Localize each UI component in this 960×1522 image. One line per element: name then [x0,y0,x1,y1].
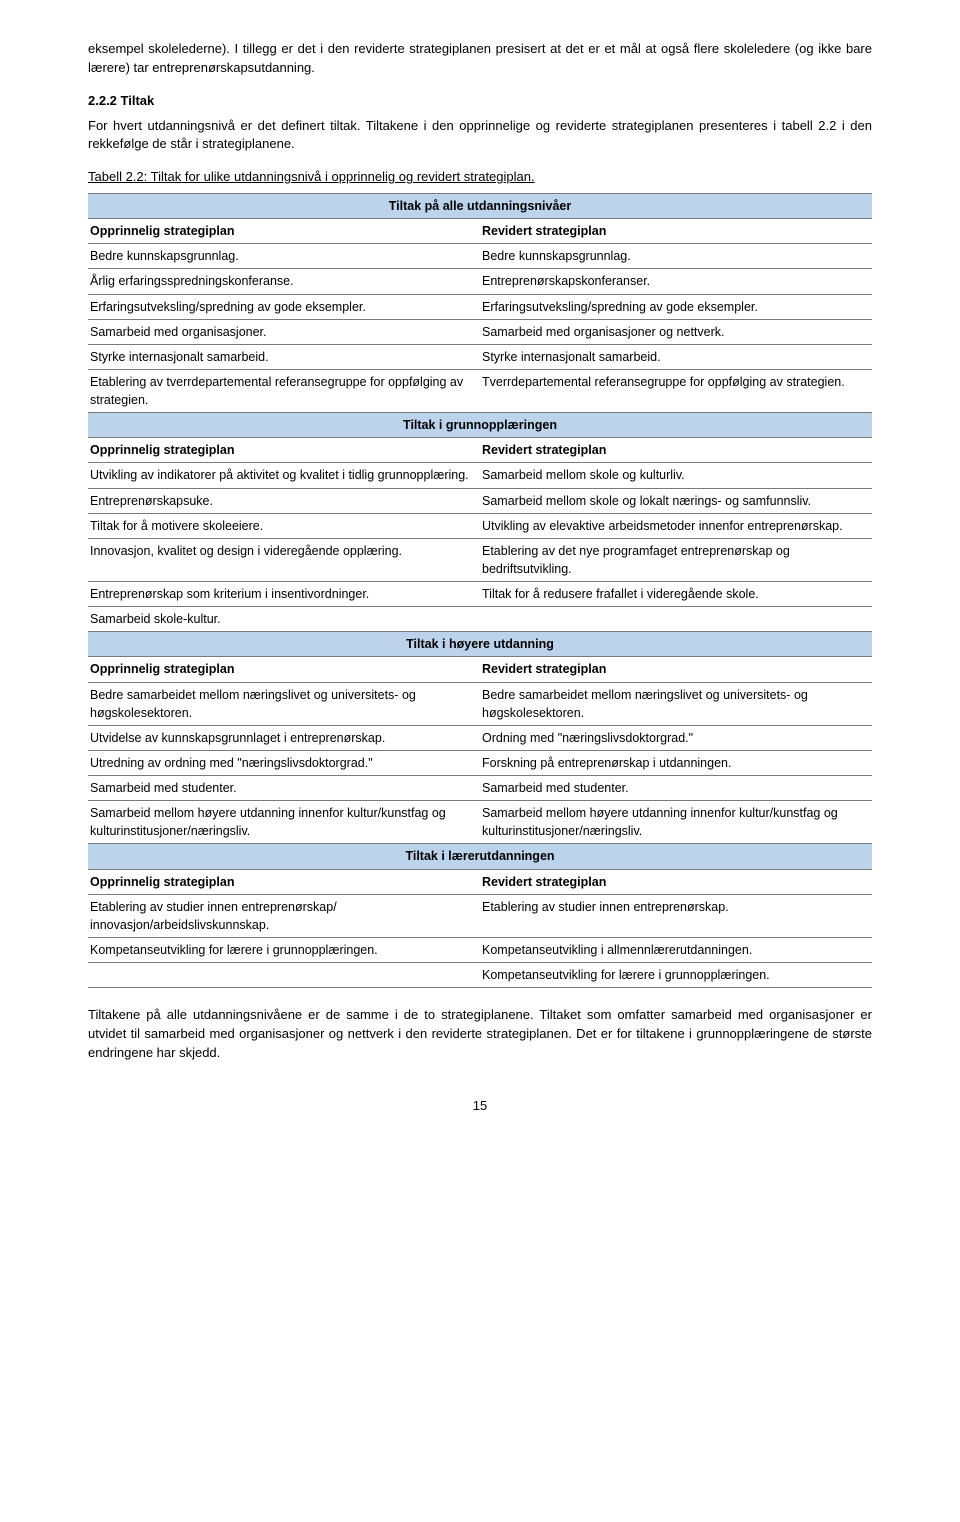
table-cell: Samarbeid mellom høyere utdanning innenf… [480,801,872,844]
table-row: Samarbeid med organisasjoner.Samarbeid m… [88,319,872,344]
table-row: Kompetanseutvikling for lærere i grunnop… [88,937,872,962]
table-section-title: Tiltak i høyere utdanning [88,632,872,657]
table-cell: Tiltak for å motivere skoleeiere. [88,513,480,538]
table-cell: Entreprenørskapsuke. [88,488,480,513]
table-cell: Utredning av ordning med "næringslivsdok… [88,750,480,775]
closing-paragraph: Tiltakene på alle utdanningsnivåene er d… [88,1006,872,1063]
page-number: 15 [88,1097,872,1116]
table-cell: Samarbeid skole-kultur. [88,607,480,632]
table-row: Samarbeid mellom høyere utdanning innenf… [88,801,872,844]
table-row: Entreprenørskapsuke.Samarbeid mellom sko… [88,488,872,513]
table-row: Samarbeid med studenter.Samarbeid med st… [88,776,872,801]
table-row: Etablering av studier innen entreprenørs… [88,894,872,937]
table-cell: Bedre kunnskapsgrunnlag. [88,244,480,269]
table-header-cell: Revidert strategiplan [480,438,872,463]
table-header-row: Opprinnelig strategiplanRevidert strateg… [88,219,872,244]
table-caption: Tabell 2.2: Tiltak for ulike utdanningsn… [88,168,872,187]
table-cell: Etablering av tverrdepartemental referan… [88,369,480,412]
section-heading: 2.2.2 Tiltak [88,92,872,111]
table-cell: Ordning med "næringslivsdoktorgrad." [480,725,872,750]
table-cell: Utvikling av elevaktive arbeidsmetoder i… [480,513,872,538]
table-header-cell: Opprinnelig strategiplan [88,657,480,682]
table-cell: Etablering av studier innen entreprenørs… [480,894,872,937]
table-header-cell: Revidert strategiplan [480,869,872,894]
table-row: Årlig erfaringsspredningskonferanse.Entr… [88,269,872,294]
table-row: Bedre kunnskapsgrunnlag.Bedre kunnskapsg… [88,244,872,269]
table-header-row: Opprinnelig strategiplanRevidert strateg… [88,657,872,682]
table-cell: Årlig erfaringsspredningskonferanse. [88,269,480,294]
table-cell: Tiltak for å redusere frafallet i videre… [480,582,872,607]
table-section-title: Tiltak på alle utdanningsnivåer [88,194,872,219]
table-row: Entreprenørskap som kriterium i insentiv… [88,582,872,607]
table-row: Tiltak for å motivere skoleeiere.Utvikli… [88,513,872,538]
table-header-cell: Opprinnelig strategiplan [88,438,480,463]
table-cell: Entreprenørskap som kriterium i insentiv… [88,582,480,607]
table-cell [88,963,480,988]
table-row: Styrke internasjonalt samarbeid.Styrke i… [88,344,872,369]
table-cell: Kompetanseutvikling for lærere i grunnop… [88,937,480,962]
table-header-row: Opprinnelig strategiplanRevidert strateg… [88,438,872,463]
table-header-row: Opprinnelig strategiplanRevidert strateg… [88,869,872,894]
table-row: Utredning av ordning med "næringslivsdok… [88,750,872,775]
table-row: Etablering av tverrdepartemental referan… [88,369,872,412]
table-cell: Kompetanseutvikling for lærere i grunnop… [480,963,872,988]
table-header-cell: Opprinnelig strategiplan [88,869,480,894]
table-section-title: Tiltak i lærerutdanningen [88,844,872,869]
table-cell: Etablering av det nye programfaget entre… [480,538,872,581]
table-cell: Tverrdepartemental referansegruppe for o… [480,369,872,412]
table-cell: Utvikling av indikatorer på aktivitet og… [88,463,480,488]
table-cell: Etablering av studier innen entreprenørs… [88,894,480,937]
table-row: Utvidelse av kunnskapsgrunnlaget i entre… [88,725,872,750]
table-section-title: Tiltak i grunnopplæringen [88,413,872,438]
table-header-cell: Opprinnelig strategiplan [88,219,480,244]
document-page: eksempel skolelederne). I tillegg er det… [0,0,960,1146]
table-cell: Forskning på entreprenørskap i utdanning… [480,750,872,775]
table-cell: Samarbeid med organisasjoner. [88,319,480,344]
table-row: Samarbeid skole-kultur. [88,607,872,632]
tiltak-table: Tiltak på alle utdanningsnivåerOpprinnel… [88,193,872,988]
table-cell [480,607,872,632]
table-cell: Utvidelse av kunnskapsgrunnlaget i entre… [88,725,480,750]
table-row: Innovasjon, kvalitet og design i videreg… [88,538,872,581]
table-row: Utvikling av indikatorer på aktivitet og… [88,463,872,488]
table-row: Bedre samarbeidet mellom næringslivet og… [88,682,872,725]
table-cell: Erfaringsutveksling/spredning av gode ek… [88,294,480,319]
table-cell: Erfaringsutveksling/spredning av gode ek… [480,294,872,319]
table-cell: Innovasjon, kvalitet og design i videreg… [88,538,480,581]
table-cell: Styrke internasjonalt samarbeid. [480,344,872,369]
intro-paragraph: eksempel skolelederne). I tillegg er det… [88,40,872,78]
table-cell: Samarbeid mellom skole og lokalt nærings… [480,488,872,513]
table-header-cell: Revidert strategiplan [480,219,872,244]
table-cell: Samarbeid mellom høyere utdanning innenf… [88,801,480,844]
table-cell: Bedre samarbeidet mellom næringslivet og… [480,682,872,725]
table-cell: Bedre kunnskapsgrunnlag. [480,244,872,269]
table-cell: Samarbeid mellom skole og kulturliv. [480,463,872,488]
table-row: Erfaringsutveksling/spredning av gode ek… [88,294,872,319]
section-paragraph: For hvert utdanningsnivå er det definert… [88,117,872,155]
table-cell: Samarbeid med studenter. [480,776,872,801]
table-cell: Kompetanseutvikling i allmennlærerutdann… [480,937,872,962]
table-cell: Samarbeid med organisasjoner og nettverk… [480,319,872,344]
table-cell: Samarbeid med studenter. [88,776,480,801]
table-cell: Entreprenørskapskonferanser. [480,269,872,294]
table-row: Kompetanseutvikling for lærere i grunnop… [88,963,872,988]
table-cell: Styrke internasjonalt samarbeid. [88,344,480,369]
table-header-cell: Revidert strategiplan [480,657,872,682]
table-cell: Bedre samarbeidet mellom næringslivet og… [88,682,480,725]
